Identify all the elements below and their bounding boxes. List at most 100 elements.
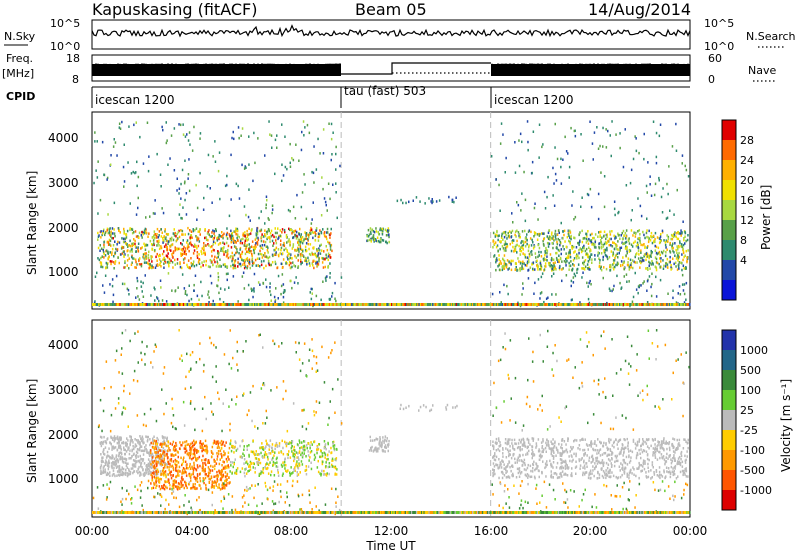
range-time-cell [528, 253, 531, 256]
range-time-cell [536, 238, 539, 241]
range-time-cell [648, 229, 650, 233]
range-time-cell [628, 265, 630, 269]
near-range-cell [110, 303, 113, 306]
range-time-cell [125, 236, 128, 239]
range-time-cell [131, 449, 133, 453]
range-time-cell [497, 265, 499, 268]
range-time-cell [268, 218, 270, 221]
range-time-cell [306, 263, 308, 266]
range-time-cell [232, 465, 234, 469]
range-time-cell [170, 473, 172, 477]
range-time-cell [176, 460, 178, 463]
range-time-cell [558, 249, 561, 253]
range-time-cell [134, 245, 137, 248]
range-time-cell [382, 229, 384, 233]
range-time-cell [570, 284, 572, 288]
range-time-cell [138, 236, 140, 239]
nsky-tick-top: 10^5 [50, 17, 80, 30]
range-time-cell [626, 280, 628, 283]
range-time-cell [260, 260, 263, 263]
range-time-cell [220, 247, 222, 250]
range-time-cell [197, 237, 200, 240]
range-time-cell [540, 255, 543, 258]
near-range-cell [520, 303, 523, 306]
range-time-cell [631, 209, 633, 212]
range-time-cell [213, 232, 215, 235]
range-time-cell [276, 231, 278, 235]
range-time-cell [127, 254, 129, 257]
range-time-cell [676, 232, 678, 235]
range-time-cell [646, 217, 648, 220]
range-time-cell [629, 304, 631, 308]
range-time-cell [597, 147, 600, 150]
near-range-cell [391, 303, 393, 306]
range-time-cell [521, 262, 524, 265]
range-time-cell [624, 242, 626, 245]
range-time-cell [160, 472, 163, 476]
near-range-cell [577, 303, 580, 306]
range-time-cell [193, 249, 196, 252]
range-time-cell [291, 229, 293, 232]
range-time-cell [616, 247, 618, 251]
near-range-cell [500, 303, 503, 306]
range-time-cell [160, 442, 162, 446]
range-time-cell [154, 299, 156, 302]
range-time-cell [624, 231, 627, 235]
range-time-cell [656, 261, 659, 265]
range-time-cell [274, 138, 277, 142]
range-time-cell [198, 230, 201, 233]
range-time-cell [120, 438, 122, 441]
range-time-cell [307, 450, 309, 453]
range-time-cell [144, 473, 146, 477]
range-time-cell [218, 233, 220, 237]
range-time-cell [617, 262, 620, 265]
near-range-cell [165, 303, 168, 306]
range-time-cell [182, 247, 184, 251]
range-time-cell [120, 452, 123, 456]
range-time-cell [246, 259, 249, 262]
range-time-cell [255, 242, 257, 245]
range-time-cell [218, 471, 221, 474]
range-time-cell [133, 238, 135, 241]
near-range-cell [281, 303, 284, 306]
range-time-cell [148, 469, 151, 472]
range-time-cell [612, 254, 614, 257]
range-time-cell [299, 255, 302, 258]
range-time-cell [634, 235, 637, 238]
range-time-cell [203, 260, 205, 263]
range-time-cell [106, 251, 109, 255]
range-time-cell [135, 246, 137, 249]
range-time-cell [221, 231, 223, 234]
near-range-cell [164, 303, 167, 306]
range-time-cell [505, 249, 507, 252]
range-time-cell [533, 245, 536, 248]
range-time-cell [372, 234, 375, 237]
range-time-cell [639, 233, 641, 236]
range-time-cell [381, 233, 384, 236]
near-range-cell [261, 303, 264, 306]
near-range-cell [113, 303, 115, 306]
range-time-cell [499, 209, 501, 212]
range-time-cell [166, 139, 168, 142]
range-time-cell [329, 248, 332, 251]
range-time-cell [107, 472, 110, 476]
range-time-cell [158, 299, 160, 303]
range-time-cell [125, 441, 127, 445]
range-time-cell [199, 137, 201, 140]
range-time-cell [600, 242, 603, 246]
range-time-cell [494, 241, 497, 244]
range-time-cell [256, 227, 258, 230]
range-time-cell [671, 237, 674, 241]
range-time-cell [180, 182, 182, 186]
range-time-cell [156, 453, 159, 456]
range-time-cell [244, 263, 246, 266]
range-time-cell [109, 227, 111, 230]
range-time-cell [230, 449, 233, 453]
range-time-cell [314, 260, 317, 264]
near-range-cell [561, 303, 564, 306]
range-time-cell [670, 233, 673, 237]
range-time-cell [292, 205, 295, 209]
near-range-cell [251, 303, 254, 306]
range-time-cell [528, 229, 531, 232]
near-range-cell [611, 303, 614, 306]
